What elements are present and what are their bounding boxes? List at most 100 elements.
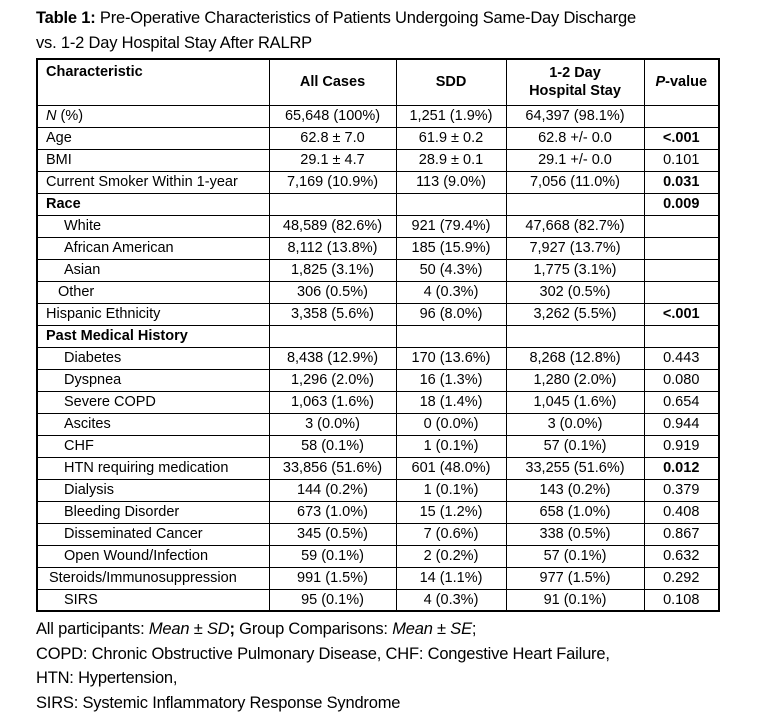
cell-all-cases: 1,063 (1.6%) xyxy=(268,390,397,414)
cell-sdd: 921 (79.4%) xyxy=(395,214,507,238)
cell-p-value: 0.944 xyxy=(643,412,720,436)
row-label: White xyxy=(36,214,270,238)
cell-all-cases: 58 (0.1%) xyxy=(268,434,397,458)
cell-sdd: 18 (1.4%) xyxy=(395,390,507,414)
cell-p-value: 0.080 xyxy=(643,368,720,392)
cell-p-value: 0.867 xyxy=(643,522,720,546)
cell-p-value: 0.408 xyxy=(643,500,720,524)
cell-sdd: 61.9 ± 0.2 xyxy=(395,126,507,150)
row-label: Current Smoker Within 1-year xyxy=(36,170,270,194)
table-row: Bleeding Disorder 673 (1.0%) 15 (1.2%) 658 … xyxy=(36,500,720,524)
cell-p-value xyxy=(643,280,720,304)
footnote-stats: All participants: Mean ± SD; Group Compa… xyxy=(36,620,477,638)
row-label: African American xyxy=(36,236,270,260)
cell-all-cases: 8,112 (13.8%) xyxy=(268,236,397,260)
cell-hospital-stay: 29.1 +/- 0.0 xyxy=(505,148,645,172)
cell-all-cases: 3 (0.0%) xyxy=(268,412,397,436)
cell-sdd: 50 (4.3%) xyxy=(395,258,507,282)
cell-sdd: 4 (0.3%) xyxy=(395,280,507,304)
footnote-abbrev-sirs: SIRS: Systemic Inflammatory Response Syn… xyxy=(36,693,401,712)
row-label: Dyspnea xyxy=(36,368,270,392)
cell-p-value: 0.292 xyxy=(643,566,720,590)
cell-sdd: 113 (9.0%) xyxy=(395,170,507,194)
table-row: Diabetes 8,438 (12.9%) 170 (13.6%) 8,268 (1… xyxy=(36,346,720,370)
table-row: Hispanic Ethnicity 3,358 (5.6%) 96 (8.0%) 3… xyxy=(36,302,720,326)
cell-p-value xyxy=(643,258,720,282)
row-label: Bleeding Disorder xyxy=(36,500,270,524)
cell-p-value: 0.012 xyxy=(643,456,720,480)
cell-all-cases: 345 (0.5%) xyxy=(268,522,397,546)
cell-hospital-stay: 1,045 (1.6%) xyxy=(505,390,645,414)
cell-sdd: 601 (48.0%) xyxy=(395,456,507,480)
row-label: N (%) xyxy=(36,104,270,128)
row-label: Severe COPD xyxy=(36,390,270,414)
cell-hospital-stay: 338 (0.5%) xyxy=(505,522,645,546)
cell-sdd: 96 (8.0%) xyxy=(395,302,507,326)
cell-hospital-stay: 57 (0.1%) xyxy=(505,434,645,458)
row-label: HTN requiring medication xyxy=(36,456,270,480)
table-row: Steroids/Immunosuppression 991 (1.5%) 14 (… xyxy=(36,566,720,590)
cell-sdd: 185 (15.9%) xyxy=(395,236,507,260)
row-label: SIRS xyxy=(36,588,270,612)
header-sdd: SDD xyxy=(395,58,507,106)
cell-p-value xyxy=(643,324,720,348)
cell-hospital-stay: 62.8 +/- 0.0 xyxy=(505,126,645,150)
cell-all-cases: 1,825 (3.1%) xyxy=(268,258,397,282)
cell-hospital-stay: 7,056 (11.0%) xyxy=(505,170,645,194)
row-label: Other xyxy=(36,280,270,304)
row-label: Steroids/Immunosuppression xyxy=(36,566,270,590)
cell-all-cases xyxy=(268,192,397,216)
cell-all-cases: 1,296 (2.0%) xyxy=(268,368,397,392)
cell-all-cases: 3,358 (5.6%) xyxy=(268,302,397,326)
cell-p-value: 0.379 xyxy=(643,478,720,502)
cell-p-value xyxy=(643,104,720,128)
header-characteristic: Characteristic xyxy=(36,58,270,106)
cell-p-value: 0.031 xyxy=(643,170,720,194)
row-label: BMI xyxy=(36,148,270,172)
header-p-value: P-value xyxy=(643,58,720,106)
table-row: CHF 58 (0.1%) 1 (0.1%) 57 (0.1%) 0.919 xyxy=(36,434,720,458)
table-caption-text-line2: vs. 1-2 Day Hospital Stay After RALRP xyxy=(36,33,312,52)
cell-p-value: 0.108 xyxy=(643,588,720,612)
cell-sdd: 0 (0.0%) xyxy=(395,412,507,436)
row-label: Dialysis xyxy=(36,478,270,502)
table-row: White 48,589 (82.6%) 921 (79.4%) 47,668 (82… xyxy=(36,214,720,238)
table-caption-number: Table 1: xyxy=(36,9,96,27)
table-row: Other 306 (0.5%) 4 (0.3%) 302 (0.5%) xyxy=(36,280,720,304)
cell-sdd: 4 (0.3%) xyxy=(395,588,507,612)
table-row: N (%) 65,648 (100%) 1,251 (1.9%) 64,397 (98… xyxy=(36,104,720,128)
cell-p-value xyxy=(643,214,720,238)
row-label: Open Wound/Infection xyxy=(36,544,270,568)
cell-sdd: 28.9 ± 0.1 xyxy=(395,148,507,172)
table-row: Open Wound/Infection 59 (0.1%) 2 (0.2%) 57 … xyxy=(36,544,720,568)
cell-p-value: 0.919 xyxy=(643,434,720,458)
row-label: Hispanic Ethnicity xyxy=(36,302,270,326)
cell-all-cases: 991 (1.5%) xyxy=(268,566,397,590)
cell-hospital-stay: 143 (0.2%) xyxy=(505,478,645,502)
cell-hospital-stay: 33,255 (51.6%) xyxy=(505,456,645,480)
cell-sdd xyxy=(395,192,507,216)
row-label: Ascites xyxy=(36,412,270,436)
cell-hospital-stay: 7,927 (13.7%) xyxy=(505,236,645,260)
table-row: Current Smoker Within 1-year 7,169 (10.9%… xyxy=(36,170,720,194)
cell-sdd: 16 (1.3%) xyxy=(395,368,507,392)
cell-hospital-stay: 1,280 (2.0%) xyxy=(505,368,645,392)
cell-all-cases: 8,438 (12.9%) xyxy=(268,346,397,370)
cell-hospital-stay: 57 (0.1%) xyxy=(505,544,645,568)
cell-p-value: 0.654 xyxy=(643,390,720,414)
header-all-cases: All Cases xyxy=(268,58,397,106)
row-label: CHF xyxy=(36,434,270,458)
cell-sdd: 2 (0.2%) xyxy=(395,544,507,568)
table-row: BMI 29.1 ± 4.7 28.9 ± 0.1 29.1 +/- 0.0 0.101 xyxy=(36,148,720,172)
cell-hospital-stay xyxy=(505,324,645,348)
table-row: Past Medical History xyxy=(36,324,720,348)
cell-sdd: 15 (1.2%) xyxy=(395,500,507,524)
cell-sdd xyxy=(395,324,507,348)
cell-all-cases: 7,169 (10.9%) xyxy=(268,170,397,194)
row-label: Diabetes xyxy=(36,346,270,370)
table-row: Asian 1,825 (3.1%) 50 (4.3%) 1,775 (3.1%) xyxy=(36,258,720,282)
header-row: Characteristic All Cases SDD 1-2 Day Hosp… xyxy=(36,58,720,106)
cell-sdd: 14 (1.1%) xyxy=(395,566,507,590)
cell-all-cases: 673 (1.0%) xyxy=(268,500,397,524)
cell-hospital-stay: 977 (1.5%) xyxy=(505,566,645,590)
